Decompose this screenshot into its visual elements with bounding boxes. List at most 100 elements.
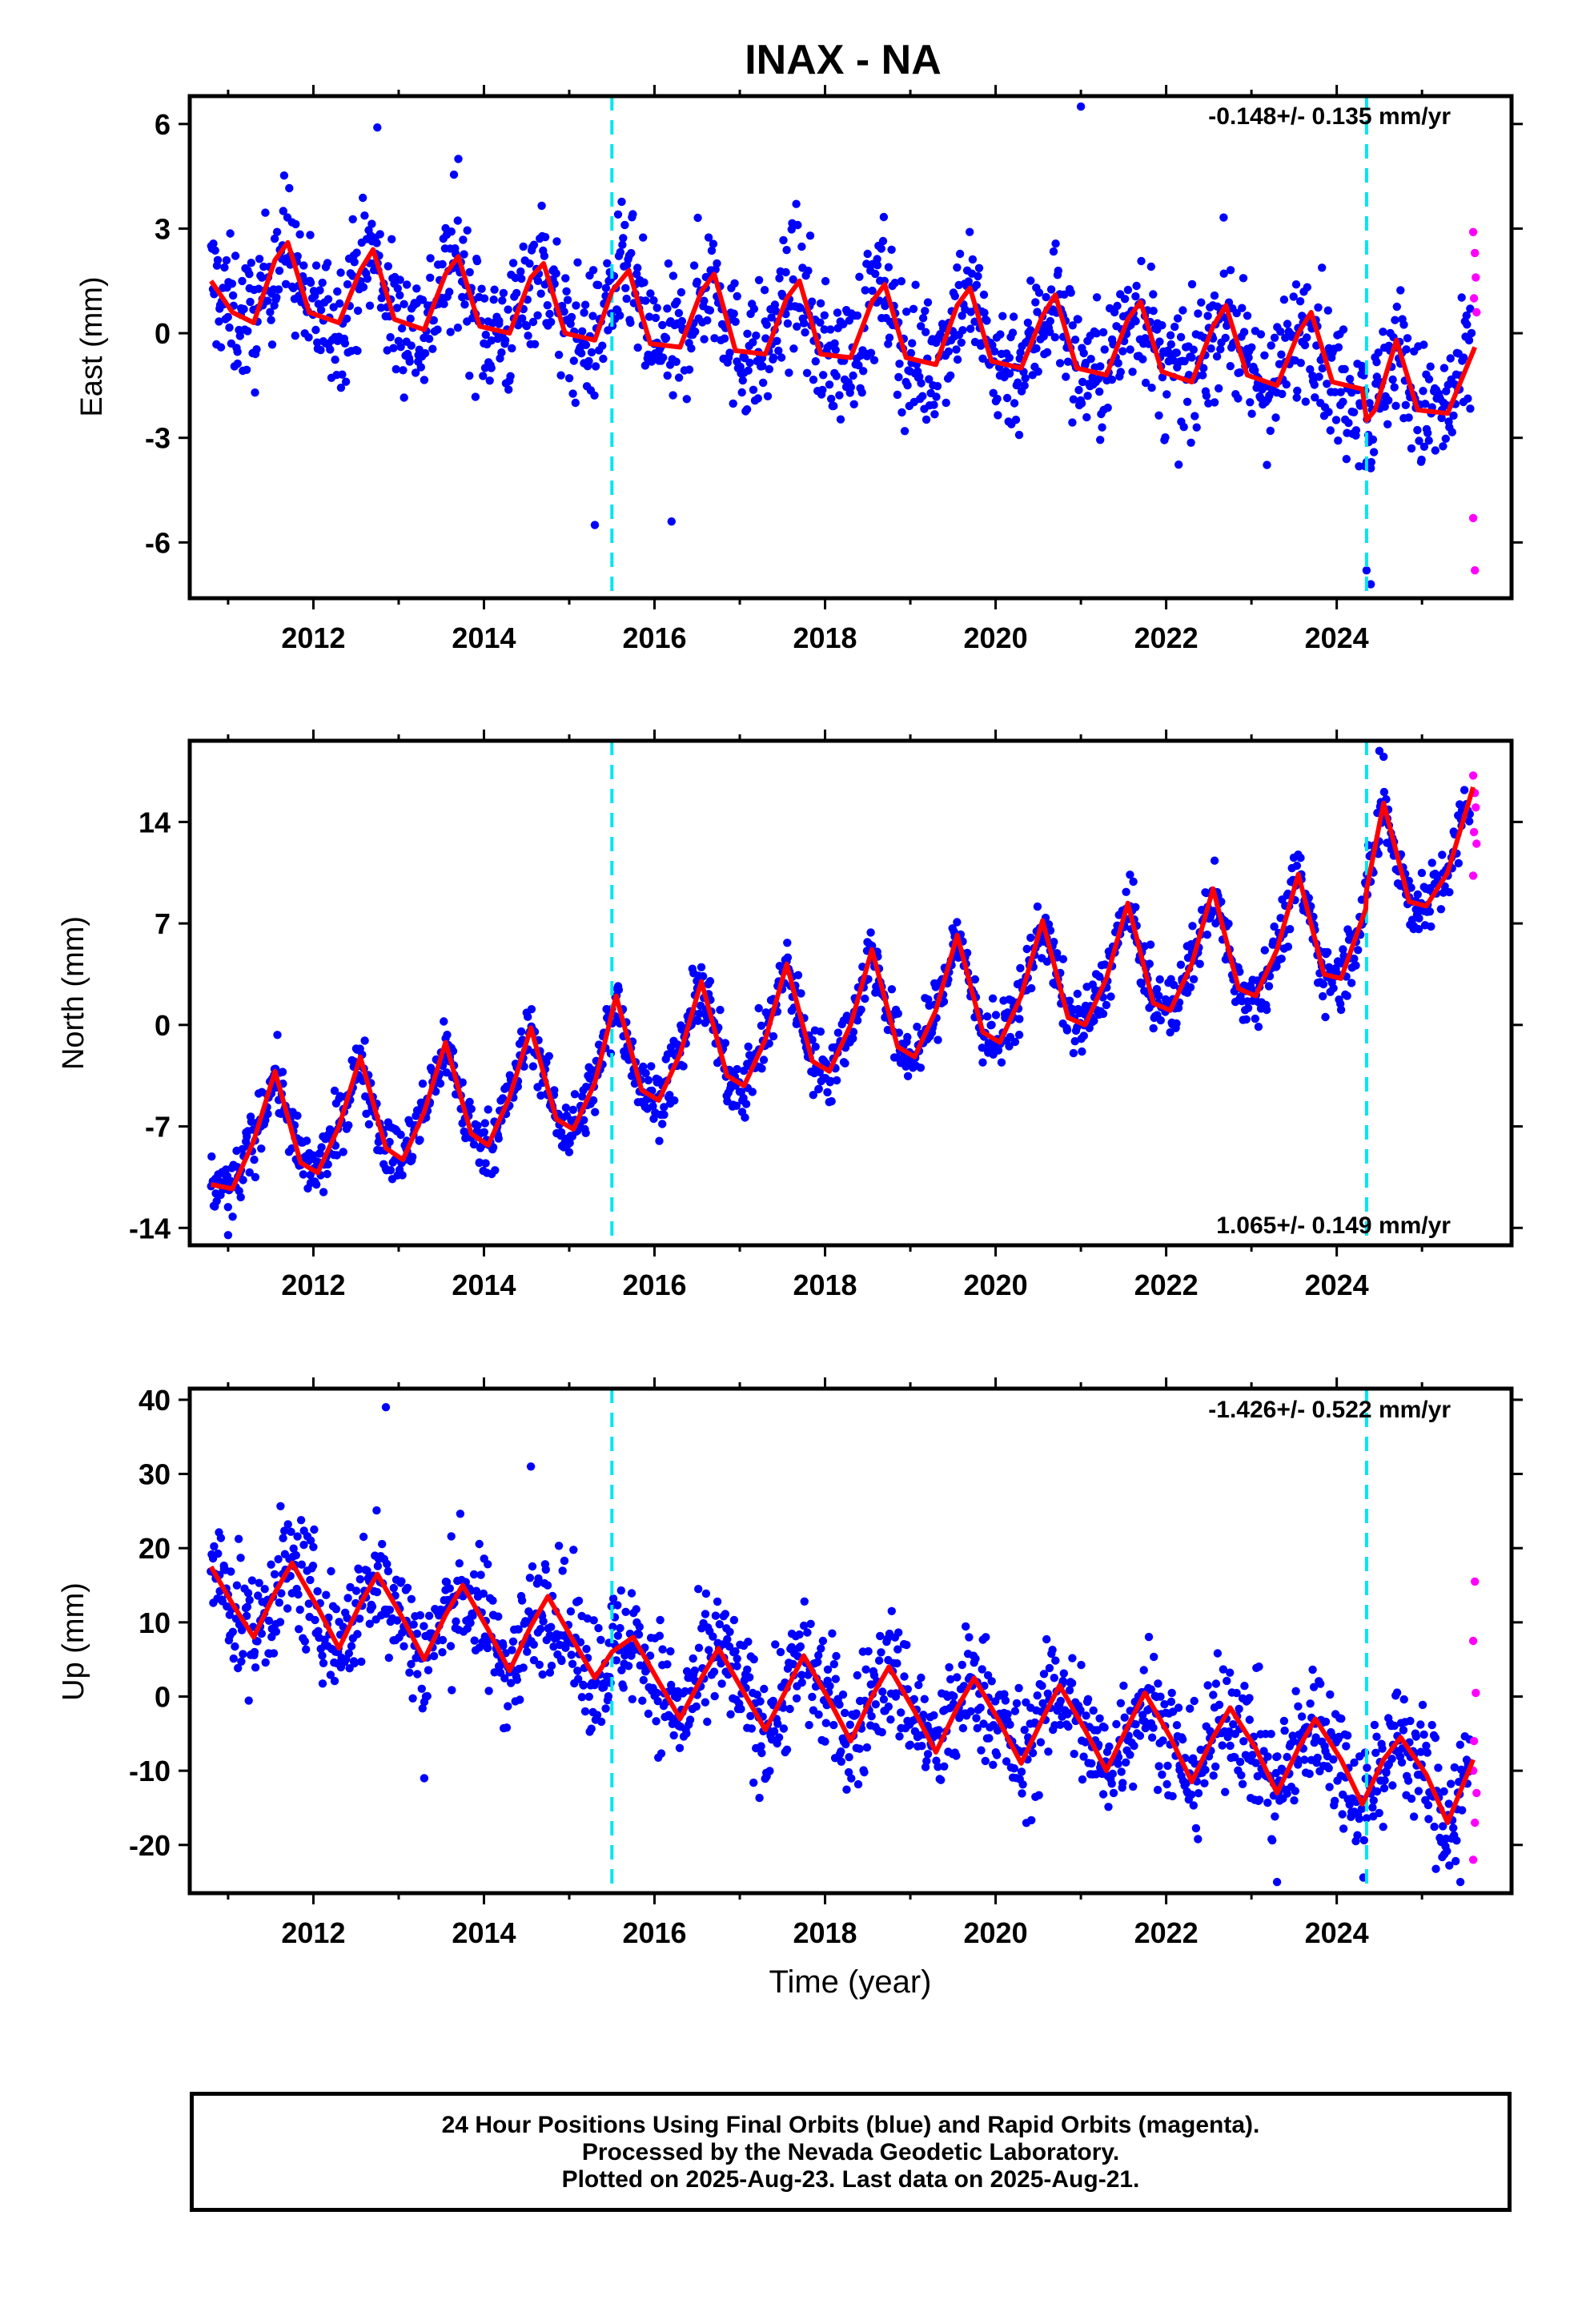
final-orbit-point — [312, 1180, 321, 1189]
rapid-orbit-point — [1469, 827, 1479, 837]
final-orbit-point — [1155, 975, 1164, 984]
final-orbit-point — [864, 1647, 873, 1656]
final-orbit-point — [591, 362, 600, 371]
final-orbit-point — [455, 1559, 464, 1568]
final-orbit-point — [693, 1016, 702, 1026]
final-orbit-point — [571, 398, 580, 408]
final-orbit-point — [1368, 1803, 1377, 1812]
final-orbit-point — [210, 1542, 219, 1551]
final-orbit-point — [247, 259, 255, 267]
x-tick-label: 2016 — [622, 1269, 686, 1301]
final-orbit-point — [1318, 263, 1327, 272]
final-orbit-point — [1211, 1762, 1220, 1771]
final-orbit-point — [1152, 984, 1162, 994]
final-orbit-point — [1191, 1823, 1201, 1833]
final-orbit-point — [1263, 1798, 1272, 1807]
final-orbit-point — [403, 280, 412, 289]
final-orbit-point — [273, 1031, 282, 1039]
final-orbit-point — [1438, 850, 1447, 859]
final-orbit-point — [816, 318, 825, 327]
final-orbit-point — [1027, 1815, 1036, 1825]
final-orbit-point — [1149, 1723, 1158, 1732]
final-orbit-point — [1078, 377, 1087, 387]
final-orbit-point — [343, 1594, 352, 1602]
final-orbit-point — [747, 1724, 756, 1733]
final-orbit-point — [331, 1605, 341, 1614]
final-orbit-point — [1286, 925, 1295, 934]
final-orbit-point — [590, 521, 600, 529]
final-orbit-point — [716, 1005, 725, 1015]
final-orbit-point — [519, 242, 528, 251]
final-orbit-point — [484, 1560, 492, 1569]
final-orbit-point — [1089, 1706, 1098, 1715]
final-orbit-point — [295, 1605, 304, 1614]
final-orbit-point — [1316, 1679, 1325, 1688]
final-orbit-point — [460, 300, 469, 309]
final-orbit-point — [989, 1760, 998, 1769]
final-orbit-point — [1192, 423, 1201, 432]
final-orbit-point — [517, 1596, 527, 1605]
final-orbit-point — [1073, 989, 1082, 999]
final-orbit-point — [1411, 1732, 1421, 1741]
final-orbit-point — [1245, 1715, 1255, 1724]
final-orbit-point — [972, 280, 982, 289]
final-orbit-point — [1263, 1005, 1271, 1015]
final-orbit-point — [456, 1510, 465, 1518]
final-orbit-point — [260, 1585, 269, 1594]
final-orbit-point — [1202, 392, 1211, 400]
final-orbit-point — [523, 1647, 532, 1656]
final-orbit-point — [1144, 1632, 1154, 1642]
final-orbit-point — [254, 284, 263, 293]
final-orbit-point — [596, 1635, 605, 1644]
final-orbit-point — [1349, 408, 1359, 416]
final-orbit-point — [500, 336, 510, 345]
final-orbit-point — [1254, 1023, 1263, 1031]
final-orbit-point — [1169, 356, 1178, 365]
final-orbit-point — [1050, 1674, 1059, 1683]
final-orbit-point — [836, 415, 845, 424]
final-orbit-point — [966, 227, 974, 236]
final-orbit-point — [251, 1663, 260, 1672]
final-orbit-point — [849, 1027, 858, 1036]
final-orbit-point — [974, 271, 982, 281]
final-orbit-point — [497, 348, 506, 357]
final-orbit-point — [1271, 1812, 1279, 1821]
final-orbit-point — [1034, 1791, 1043, 1799]
final-orbit-point — [564, 1148, 574, 1156]
final-orbit-point — [418, 1080, 428, 1088]
final-orbit-point — [721, 1610, 730, 1618]
final-orbit-point — [748, 1088, 757, 1096]
final-orbit-point — [1070, 336, 1080, 344]
final-orbit-point — [895, 360, 904, 368]
final-orbit-point — [359, 193, 367, 203]
final-orbit-point — [669, 271, 678, 280]
final-orbit-point — [558, 1566, 567, 1575]
final-orbit-point — [1036, 1738, 1046, 1747]
y-tick-label: -10 — [129, 1755, 171, 1787]
up-rapid-points — [1468, 1577, 1481, 1864]
final-orbit-point — [770, 300, 780, 309]
final-orbit-point — [1238, 1779, 1247, 1788]
final-orbit-point — [743, 1665, 752, 1674]
final-orbit-point — [508, 1646, 516, 1655]
final-orbit-point — [895, 1732, 904, 1741]
y-tick-label: 40 — [139, 1384, 171, 1417]
final-orbit-point — [841, 1059, 849, 1068]
final-orbit-point — [933, 382, 942, 391]
final-orbit-point — [1441, 434, 1451, 443]
final-orbit-point — [1003, 1008, 1012, 1017]
final-orbit-point — [373, 1562, 383, 1570]
final-orbit-point — [445, 1584, 454, 1593]
final-orbit-point — [1245, 1694, 1254, 1703]
final-orbit-point — [512, 1675, 521, 1684]
final-orbit-point — [1467, 328, 1476, 338]
final-orbit-point — [453, 324, 463, 332]
final-orbit-point — [1082, 412, 1091, 422]
final-orbit-point — [269, 1649, 279, 1658]
final-orbit-point — [1321, 1012, 1330, 1022]
east-final-points — [207, 102, 1476, 589]
final-orbit-point — [594, 280, 603, 290]
final-orbit-point — [705, 1646, 713, 1655]
final-orbit-point — [769, 1031, 778, 1041]
